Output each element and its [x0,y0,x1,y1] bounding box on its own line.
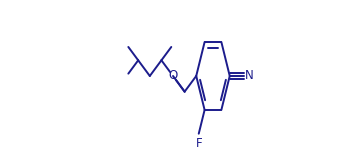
Text: O: O [168,69,178,82]
Text: N: N [245,69,254,82]
Text: F: F [196,137,202,150]
